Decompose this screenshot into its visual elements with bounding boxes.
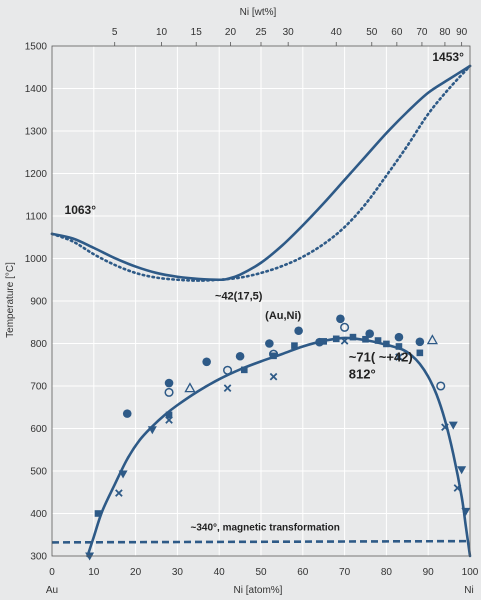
- square-point: [374, 337, 382, 344]
- square-point: [362, 335, 369, 343]
- x-axis-end-right: Ni: [464, 585, 473, 596]
- filled-circle-point: [202, 357, 211, 367]
- square-point: [240, 366, 248, 374]
- cross-point: [115, 489, 123, 497]
- square-point: [320, 338, 327, 345]
- x-tick-label: 0: [49, 567, 55, 578]
- annotation-label: 1063°: [65, 203, 97, 217]
- cross-point: [165, 416, 173, 424]
- filled-circle-point: [415, 337, 425, 347]
- y-tick-label: 1100: [25, 212, 47, 223]
- open-triangle-point: [426, 334, 438, 345]
- x2-tick-label: 50: [366, 27, 378, 38]
- cross-point: [441, 423, 449, 432]
- x2-tick-label: 15: [191, 27, 203, 38]
- liquidus-line: [50, 64, 472, 282]
- y-tick-label: 1300: [25, 127, 48, 138]
- square-point: [416, 349, 424, 357]
- square-point: [332, 335, 340, 343]
- x-tick-label: 70: [339, 567, 351, 578]
- square-point: [349, 333, 357, 341]
- y-tick-label: 1400: [25, 84, 48, 95]
- x-tick-label: 100: [462, 567, 479, 578]
- cross-point: [269, 372, 278, 381]
- triangle-down-point: [461, 507, 471, 516]
- square-point: [94, 510, 102, 517]
- x-tick-label: 80: [381, 567, 393, 578]
- y-tick-label: 300: [30, 552, 47, 563]
- annotation-label: ~42(17,5): [215, 291, 263, 303]
- triangle-down-point: [448, 421, 458, 430]
- x-tick-label: 50: [255, 567, 267, 578]
- miscibility-gap-line: [86, 336, 472, 558]
- filled-circle-point: [365, 329, 374, 339]
- y-tick-label: 700: [30, 382, 47, 393]
- x-tick-label: 40: [214, 567, 226, 578]
- annotation-label: 812°: [349, 366, 376, 381]
- x2-tick-label: 90: [456, 27, 468, 38]
- x2-tick-label: 25: [255, 27, 267, 38]
- x-axis-label: Ni [atom%]: [234, 585, 283, 596]
- cross-point: [453, 484, 462, 492]
- x2-tick-label: 70: [416, 27, 428, 38]
- annotation-label: ~340°, magnetic transformation: [191, 523, 340, 534]
- y-axis-label: Temperature [°C]: [5, 262, 16, 338]
- magnetic-transformation-line: [51, 539, 471, 544]
- y-tick-label: 600: [30, 424, 47, 435]
- open-circle-point: [340, 322, 350, 332]
- annotation-label: 1453°: [432, 50, 464, 64]
- x2-axis-label: Ni [wt%]: [240, 7, 277, 18]
- x-axis-end-left: Au: [46, 585, 58, 596]
- square-point: [270, 352, 277, 360]
- filled-circle-point: [164, 378, 174, 388]
- filled-circle-point: [122, 409, 132, 418]
- cross-point: [223, 384, 232, 392]
- solidus-line: [50, 64, 472, 282]
- x2-tick-label: 80: [439, 27, 451, 38]
- y-tick-label: 900: [30, 297, 47, 308]
- y-tick-label: 1000: [25, 254, 48, 265]
- filled-circle-point: [394, 332, 404, 342]
- triangle-down-point: [147, 426, 157, 435]
- square-point: [383, 340, 390, 348]
- x2-tick-label: 20: [225, 27, 237, 38]
- cross-point: [395, 353, 403, 361]
- x2-tick-label: 5: [112, 27, 118, 38]
- square-point: [395, 343, 403, 350]
- x-tick-label: 30: [172, 567, 184, 578]
- open-circle-point: [223, 365, 233, 375]
- filled-circle-point: [235, 351, 245, 361]
- x-tick-label: 60: [297, 567, 309, 578]
- open-triangle-point: [184, 382, 196, 393]
- filled-circle-point: [294, 326, 303, 336]
- plot-frame: [51, 45, 471, 557]
- x2-tick-label: 40: [331, 27, 343, 38]
- x-tick-label: 20: [130, 567, 142, 578]
- y-tick-label: 1500: [25, 42, 48, 53]
- x2-tick-label: 30: [283, 27, 295, 38]
- filled-circle-point: [336, 314, 345, 324]
- annotation-label: ~71( ~+42): [349, 349, 413, 364]
- square-point: [291, 342, 298, 349]
- triangle-down-point: [85, 552, 95, 561]
- open-circle-point: [164, 387, 174, 397]
- filled-circle-point: [265, 339, 274, 348]
- y-tick-label: 400: [30, 509, 47, 520]
- annotation-label: (Au,Ni): [265, 310, 301, 322]
- y-tick-label: 1200: [25, 169, 48, 180]
- x2-tick-label: 60: [391, 27, 403, 38]
- y-tick-label: 800: [30, 339, 47, 350]
- x-tick-label: 10: [88, 567, 100, 578]
- triangle-down-point: [457, 466, 467, 475]
- y-tick-label: 500: [30, 467, 47, 478]
- open-circle-point: [436, 381, 446, 391]
- cross-point: [340, 337, 349, 345]
- x-tick-label: 90: [423, 567, 435, 578]
- square-point: [165, 411, 173, 419]
- triangle-down-point: [118, 470, 128, 479]
- x2-tick-label: 10: [156, 27, 168, 38]
